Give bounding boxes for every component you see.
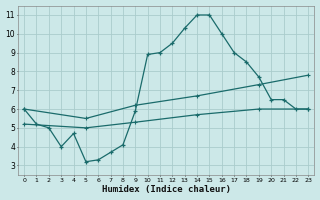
X-axis label: Humidex (Indice chaleur): Humidex (Indice chaleur) — [102, 185, 231, 194]
